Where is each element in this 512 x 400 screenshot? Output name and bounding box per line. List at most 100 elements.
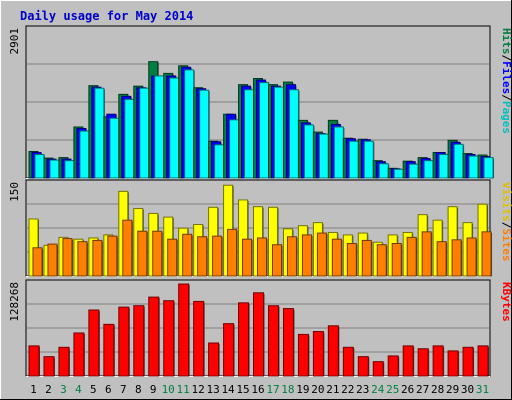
bar-kbytes-day-7 [118, 306, 130, 377]
panel-max-label: 128268 [8, 282, 21, 322]
bar-sites-day-27 [421, 231, 432, 277]
bar-kbytes-day-30 [462, 346, 474, 377]
bar-pages-day-30 [468, 155, 479, 179]
bar-sites-day-9 [152, 230, 163, 277]
bar-pages-day-22 [348, 140, 359, 179]
day-label-15: 15 [236, 383, 249, 396]
bar-pages-day-9 [154, 75, 165, 179]
bar-sites-day-21 [331, 238, 342, 277]
day-label-10: 10 [162, 383, 175, 396]
day-label-16: 16 [251, 383, 264, 396]
bar-kbytes-day-4 [73, 332, 85, 377]
bar-sites-day-15 [242, 238, 253, 277]
axis-label-kbytes: KBytes [500, 282, 512, 322]
bar-kbytes-day-19 [297, 333, 309, 377]
bar-pages-day-3 [64, 160, 75, 179]
bar-sites-day-8 [137, 230, 148, 277]
bar-kbytes-day-13 [208, 342, 220, 377]
bar-pages-day-23 [363, 140, 374, 179]
bar-sites-day-28 [436, 241, 447, 277]
day-label-30: 30 [461, 383, 474, 396]
day-label-1: 1 [30, 383, 37, 396]
bar-kbytes-day-11 [178, 283, 190, 377]
axis-label-visits: Visits [500, 182, 512, 222]
bar-sites-day-25 [391, 242, 402, 277]
day-label-11: 11 [177, 383, 190, 396]
bar-pages-day-28 [438, 154, 449, 179]
bar-pages-day-12 [199, 89, 210, 179]
bar-pages-day-31 [483, 157, 494, 179]
bar-kbytes-day-9 [148, 296, 160, 377]
day-label-3: 3 [60, 383, 67, 396]
day-label-22: 22 [341, 383, 354, 396]
bar-pages-day-10 [169, 77, 180, 179]
bar-sites-day-18 [286, 236, 297, 277]
day-label-7: 7 [120, 383, 127, 396]
bar-kbytes-day-8 [133, 305, 145, 377]
panel-axis-label: Visits/Sites [500, 182, 512, 262]
bar-sites-day-26 [406, 236, 417, 277]
bar-sites-day-3 [62, 238, 73, 277]
bar-kbytes-day-25 [387, 355, 399, 377]
panel-max-label: 2901 [8, 28, 21, 55]
bar-sites-day-14 [227, 228, 238, 277]
bar-kbytes-day-15 [238, 302, 250, 377]
bar-kbytes-day-17 [267, 305, 279, 377]
bar-sites-day-4 [77, 241, 88, 277]
bar-pages-day-8 [139, 87, 150, 179]
bar-sites-day-19 [301, 234, 312, 277]
bar-sites-day-13 [212, 235, 223, 277]
bar-kbytes-day-20 [312, 331, 324, 377]
bar-pages-day-19 [303, 124, 314, 179]
day-label-21: 21 [326, 383, 339, 396]
bar-kbytes-day-18 [282, 308, 294, 377]
day-label-25: 25 [386, 383, 399, 396]
bar-pages-day-2 [49, 159, 60, 179]
bar-pages-day-14 [229, 119, 240, 179]
axis-label-pages: Pages [500, 101, 512, 134]
bar-kbytes-day-3 [58, 346, 70, 377]
bar-kbytes-day-5 [88, 309, 100, 377]
bar-pages-day-6 [109, 117, 120, 179]
bar-sites-day-2 [47, 243, 58, 277]
bar-pages-day-26 [408, 163, 419, 179]
bar-kbytes-day-16 [253, 292, 265, 377]
bar-sites-day-7 [122, 219, 133, 277]
bar-pages-day-24 [378, 163, 389, 179]
day-label-5: 5 [90, 383, 97, 396]
bar-kbytes-day-31 [477, 345, 489, 377]
day-label-17: 17 [266, 383, 279, 396]
chart-title: Daily usage for May 2014 [20, 9, 193, 23]
axis-label-files: Files [500, 61, 512, 94]
bar-pages-day-27 [423, 160, 434, 179]
panel-max-label: 150 [8, 182, 21, 202]
bar-pages-day-18 [288, 89, 299, 179]
bar-pages-day-11 [184, 69, 195, 179]
bar-pages-day-13 [214, 144, 225, 179]
bar-sites-day-23 [361, 239, 372, 277]
axis-label-hits: Hits [500, 28, 512, 55]
bar-kbytes-day-10 [163, 300, 175, 377]
day-label-18: 18 [281, 383, 294, 396]
day-label-23: 23 [356, 383, 369, 396]
bar-sites-day-30 [466, 237, 477, 277]
bar-sites-day-20 [316, 232, 327, 277]
bar-sites-day-10 [167, 238, 178, 277]
day-label-6: 6 [105, 383, 112, 396]
day-label-2: 2 [45, 383, 52, 396]
bar-kbytes-day-12 [193, 300, 205, 377]
bar-pages-day-4 [79, 130, 90, 179]
day-label-24: 24 [371, 383, 385, 396]
bar-sites-day-11 [182, 233, 193, 277]
bar-pages-day-16 [259, 82, 270, 179]
bar-sites-day-22 [346, 242, 357, 277]
day-label-29: 29 [446, 383, 459, 396]
bar-pages-day-21 [333, 126, 344, 179]
day-label-27: 27 [416, 383, 429, 396]
panel-axis-label: KBytes [500, 282, 512, 322]
day-label-13: 13 [206, 383, 219, 396]
bar-pages-day-17 [273, 86, 284, 179]
bar-kbytes-day-26 [402, 345, 414, 377]
day-label-12: 12 [192, 383, 205, 396]
